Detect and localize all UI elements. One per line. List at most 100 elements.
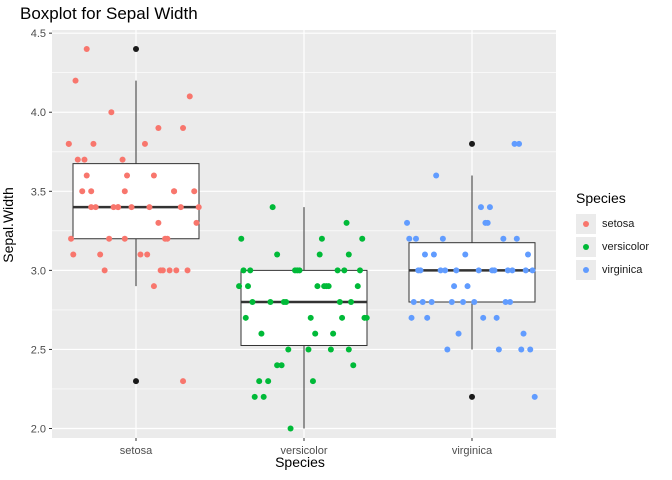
data-point-setosa bbox=[65, 140, 72, 147]
data-point-setosa bbox=[79, 188, 86, 195]
legend-key bbox=[576, 213, 596, 234]
data-point-setosa bbox=[150, 283, 157, 290]
data-point-virginica bbox=[507, 299, 514, 305]
data-point-setosa bbox=[101, 267, 108, 274]
data-point-virginica bbox=[448, 299, 455, 305]
y-tick-label: 4.5 bbox=[31, 28, 46, 40]
y-tick-label: 3.5 bbox=[31, 186, 46, 198]
data-point-virginica bbox=[460, 299, 467, 305]
data-point-setosa bbox=[184, 267, 191, 274]
data-point-virginica bbox=[442, 267, 449, 274]
x-tick-label: setosa bbox=[120, 445, 153, 457]
data-point-virginica bbox=[406, 235, 413, 242]
legend-dot-icon bbox=[583, 266, 589, 273]
legend-label: virginica bbox=[602, 263, 643, 276]
outlier-point bbox=[133, 378, 139, 385]
data-point-versicolor bbox=[260, 393, 267, 400]
data-point-versicolor bbox=[238, 235, 245, 242]
data-point-setosa bbox=[144, 251, 151, 258]
data-point-virginica bbox=[430, 251, 437, 258]
data-point-setosa bbox=[146, 204, 153, 211]
legend-key bbox=[576, 259, 596, 280]
data-point-versicolor bbox=[245, 283, 251, 290]
legend-key bbox=[576, 236, 596, 257]
axis-layer: 2.0 2.5 3.0 3.5 4.0 4.5 setosa versicolor virgin… bbox=[31, 28, 493, 457]
legend-label: setosa bbox=[602, 217, 635, 230]
data-point-versicolor bbox=[280, 299, 287, 305]
data-point-versicolor bbox=[258, 330, 265, 337]
data-point-virginica bbox=[525, 251, 531, 258]
data-point-versicolor bbox=[327, 346, 334, 353]
data-point-virginica bbox=[462, 251, 469, 258]
data-point-virginica bbox=[513, 235, 520, 242]
data-point-virginica bbox=[484, 219, 491, 226]
data-point-setosa bbox=[108, 109, 115, 116]
data-point-versicolor bbox=[285, 346, 292, 353]
data-point-virginica bbox=[502, 299, 509, 305]
data-point-setosa bbox=[173, 267, 180, 274]
data-point-virginica bbox=[415, 267, 422, 274]
data-point-setosa bbox=[150, 172, 157, 179]
data-point-setosa bbox=[191, 188, 198, 195]
legend-title: Species bbox=[576, 190, 626, 206]
data-point-virginica bbox=[464, 283, 471, 290]
data-point-versicolor bbox=[354, 283, 361, 290]
data-point-setosa bbox=[155, 125, 162, 132]
data-point-virginica bbox=[504, 267, 511, 274]
data-point-virginica bbox=[493, 314, 500, 321]
data-point-virginica bbox=[433, 172, 440, 179]
data-point-versicolor bbox=[247, 267, 254, 274]
data-point-versicolor bbox=[307, 314, 314, 321]
data-point-versicolor bbox=[256, 378, 263, 385]
data-point-versicolor bbox=[348, 299, 355, 305]
box-setosa bbox=[72, 163, 200, 240]
x-axis-title: Species bbox=[275, 454, 325, 470]
point-layer bbox=[65, 45, 538, 432]
data-point-virginica bbox=[413, 235, 419, 242]
data-point-virginica bbox=[475, 267, 482, 274]
data-point-virginica bbox=[477, 204, 484, 211]
data-point-setosa bbox=[155, 219, 162, 226]
data-point-versicolor bbox=[343, 219, 350, 226]
legend-item-versicolor: versicolor bbox=[576, 235, 649, 258]
data-point-setosa bbox=[72, 77, 79, 84]
data-point-versicolor bbox=[357, 267, 363, 274]
data-point-setosa bbox=[166, 267, 173, 274]
data-point-virginica bbox=[419, 299, 426, 305]
data-point-versicolor bbox=[309, 378, 316, 385]
data-point-setosa bbox=[121, 188, 128, 195]
data-point-virginica bbox=[453, 267, 460, 274]
data-point-versicolor bbox=[336, 299, 343, 305]
data-point-setosa bbox=[180, 378, 187, 385]
legend-label: versicolor bbox=[602, 240, 650, 253]
data-point-versicolor bbox=[318, 235, 325, 242]
data-point-virginica bbox=[518, 346, 525, 353]
data-point-setosa bbox=[121, 235, 128, 242]
data-point-versicolor bbox=[287, 425, 294, 432]
data-point-virginica bbox=[455, 330, 462, 337]
data-point-virginica bbox=[529, 267, 536, 274]
y-tick-label: 2.5 bbox=[31, 344, 46, 356]
data-point-versicolor bbox=[330, 330, 337, 337]
data-point-versicolor bbox=[240, 267, 247, 274]
legend-dot-icon bbox=[583, 220, 589, 227]
data-point-virginica bbox=[527, 346, 534, 353]
y-axis-title: Sepal.Width bbox=[0, 187, 16, 263]
data-point-virginica bbox=[491, 267, 498, 274]
data-point-versicolor bbox=[345, 346, 352, 353]
data-point-virginica bbox=[516, 140, 523, 147]
data-point-versicolor bbox=[321, 283, 328, 290]
legend-item-virginica: virginica bbox=[576, 258, 649, 281]
y-tick-label: 3.0 bbox=[31, 265, 46, 277]
legend-dot-icon bbox=[583, 243, 589, 250]
data-point-versicolor bbox=[339, 314, 346, 321]
data-point-setosa bbox=[88, 204, 95, 211]
data-point-virginica bbox=[410, 299, 417, 305]
data-point-setosa bbox=[106, 235, 113, 242]
data-point-virginica bbox=[408, 314, 415, 321]
data-point-versicolor bbox=[316, 251, 323, 258]
data-point-setosa bbox=[157, 267, 164, 274]
outlier-point bbox=[469, 393, 475, 400]
data-point-versicolor bbox=[242, 314, 249, 321]
chart-title: Boxplot for Sepal Width bbox=[20, 4, 198, 23]
